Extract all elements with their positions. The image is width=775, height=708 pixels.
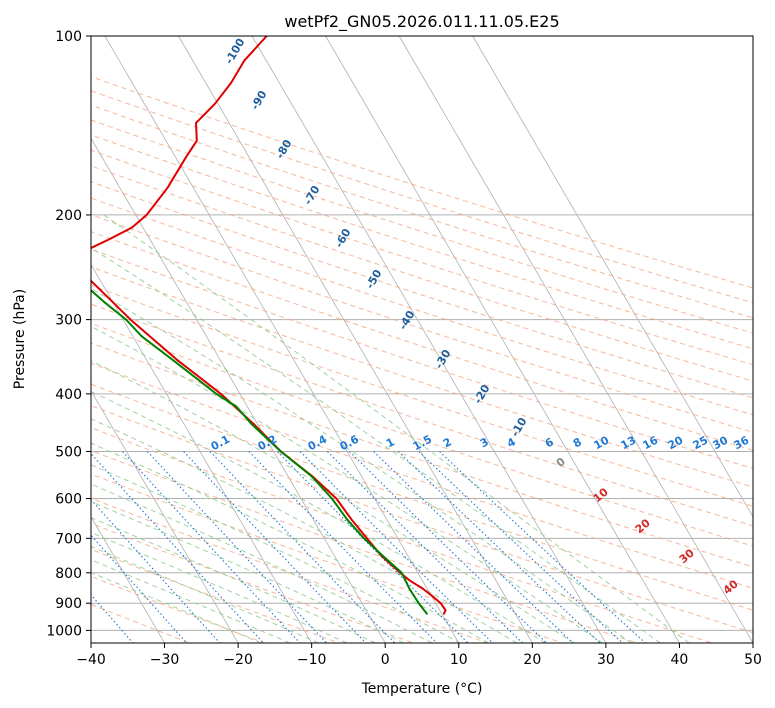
x-tick-label: −40 [76, 652, 106, 668]
y-tick-label: 500 [55, 444, 82, 460]
profile-lines [91, 36, 447, 616]
isotherm-line [325, 36, 680, 643]
axis-ticks: −40 −30 −20 −10 0 10 20 30 40 50 100 200 300 400 500 60… [46, 29, 762, 668]
mixing-ratio-line [439, 451, 646, 643]
plot-frame [90, 35, 754, 644]
x-tick-label: −10 [297, 652, 327, 668]
mixing-ratio-label: 25 [691, 434, 711, 453]
mixing-ratio-line [277, 451, 469, 643]
moist-adiabat-line [91, 545, 319, 643]
mixing-ratio-label: 30 [711, 433, 731, 452]
isotherm-line [91, 516, 165, 643]
dry-adiabat-line [91, 548, 339, 643]
y-tick-label: 600 [55, 492, 82, 508]
mixing-ratio-line [299, 451, 494, 643]
background-lines [91, 36, 753, 643]
moist-adiabat-line [103, 214, 690, 643]
mixing-ratio-line [248, 451, 438, 643]
dry-adiabat-line [91, 427, 712, 643]
moist-adiabat-line [91, 531, 348, 643]
dry-adiabat-line [91, 165, 753, 382]
dry-adiabat-line [91, 575, 265, 643]
x-tick-label: 0 [381, 652, 390, 668]
moist-adiabat-line [91, 464, 461, 643]
isotherm-line [91, 263, 313, 643]
y-axis-title: Pressure (hPa) [12, 289, 28, 389]
dry-adiabat-line [91, 248, 753, 469]
x-tick-label: 50 [744, 652, 762, 668]
y-tick-label: 800 [55, 566, 82, 582]
x-tick-label: 30 [597, 652, 615, 668]
dry-adiabat-line [91, 405, 753, 634]
y-tick-label: 700 [55, 531, 82, 547]
isotherm-line [472, 36, 753, 518]
mixing-ratio-line [418, 451, 623, 643]
mixing-ratio-line [122, 451, 301, 643]
isotherm-line [91, 389, 239, 643]
dry-adiabat-line [91, 362, 753, 589]
moist-adiabat-line [91, 390, 546, 643]
x-tick-label: −20 [223, 652, 253, 668]
dry-adiabat-line [91, 104, 753, 319]
mixing-ratio-label: 13 [619, 434, 639, 453]
isotherm-line [104, 36, 460, 643]
x-tick-label: 40 [671, 652, 689, 668]
isotherm-line [178, 36, 533, 643]
isotherm-line [398, 36, 753, 643]
y-tick-label: 400 [55, 387, 82, 403]
dewpoint-profile-line [91, 288, 429, 616]
mixing-ratio-line [349, 451, 547, 643]
y-tick-label: 200 [55, 208, 82, 224]
dry-adiabat-line [91, 383, 753, 611]
mixing-ratio-label: 36 [732, 433, 752, 452]
mixing-ratio-line [209, 451, 396, 643]
dry-adiabat-line [91, 181, 753, 399]
mixing-ratio-label: 16 [641, 433, 661, 452]
moist-adiabat-line [91, 247, 661, 643]
moist-adiabat-line [91, 483, 433, 643]
y-tick-label: 900 [55, 596, 82, 612]
y-tick-label: 300 [55, 313, 82, 329]
x-tick-label: 10 [450, 652, 468, 668]
dry-adiabat-line [91, 497, 489, 643]
x-axis-title: Temperature (°C) [361, 681, 483, 697]
moist-adiabat-line [91, 442, 489, 643]
x-tick-label: −30 [150, 652, 180, 668]
y-tick-label: 100 [55, 29, 82, 45]
dry-adiabat-line [91, 119, 753, 334]
mixing-ratio-label: 10 [592, 433, 612, 452]
mixing-ratio-label: 20 [666, 433, 686, 452]
mixing-ratio-line [91, 452, 264, 643]
dry-adiabat-line [91, 231, 753, 451]
mixing-ratio-line [327, 451, 523, 643]
x-tick-label: 20 [523, 652, 541, 668]
isotherm-line [251, 36, 607, 643]
dry-adiabat-line [91, 322, 753, 547]
chart-title: wetPf2_GN05.2026.011.11.05.E25 [284, 12, 559, 32]
isotherm-line [91, 137, 386, 643]
moist-adiabat-line [91, 501, 404, 643]
temperature-profile-line [91, 36, 447, 615]
y-tick-label: 1000 [46, 623, 82, 639]
mixing-ratio-line [91, 498, 221, 643]
